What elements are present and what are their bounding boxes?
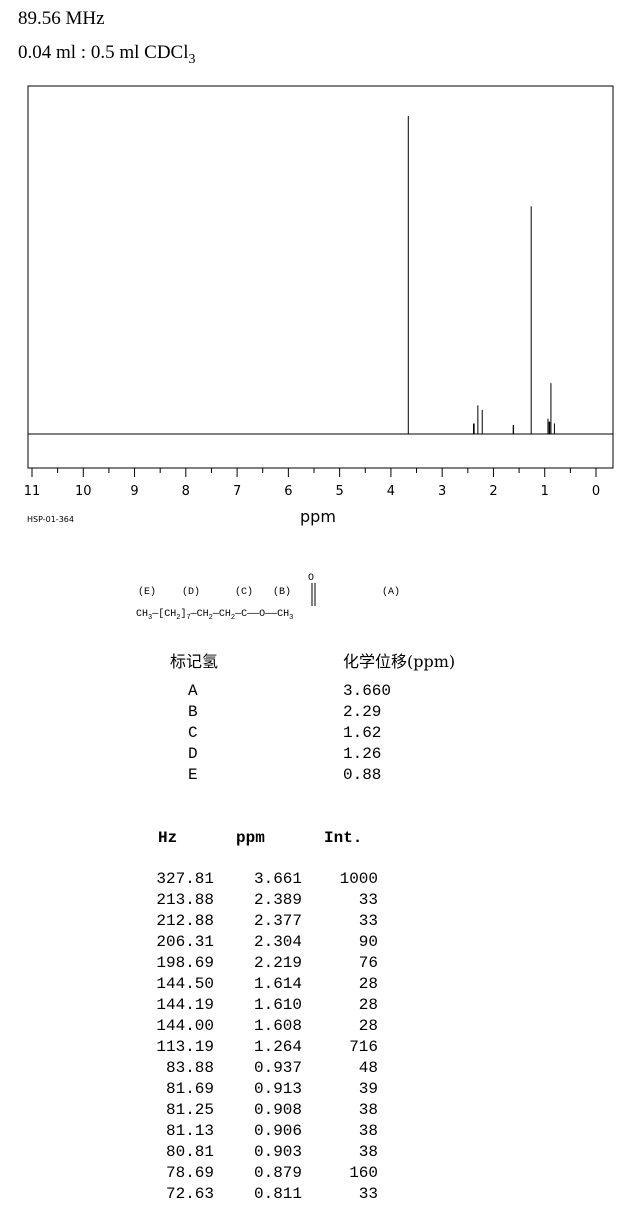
peak-ppm: 1.610 [253,996,302,1014]
spectrum-id: HSP-01-364 [27,515,74,524]
peak-intensity: 48 [358,1059,378,1077]
peak-ppm: 1.608 [253,1017,302,1035]
x-tick-label: 10 [75,484,92,499]
sample-subscript: 3 [188,51,196,67]
x-tick-label: 1 [541,484,549,499]
peak-ppm: 2.377 [253,912,302,930]
assignment-label: A [188,682,198,700]
assignment-shift-header: 化学位移(ppm) [343,652,456,671]
peak-ppm: 0.913 [253,1080,302,1098]
peak-hz: 72.63 [165,1185,214,1203]
x-tick-label: 8 [182,484,190,499]
spectrometer-frequency: 89.56 MHz [18,8,105,29]
peak-ppm: 2.389 [253,891,302,909]
peak-ppm: 0.811 [253,1185,302,1203]
peak-hz: 198.69 [156,954,214,972]
peak-intensity: 33 [358,1185,378,1203]
nmr-spectrum-chart: 11 10 9 8 7 6 5 4 3 2 1 0 [24,85,614,499]
assignment-label: C [188,724,198,742]
peak-ppm: 0.903 [253,1143,302,1161]
peak-hz: 80.81 [165,1143,214,1161]
peak-marks [407,116,555,434]
peak-ppm: 1.264 [253,1038,302,1056]
peak-hz: 144.00 [156,1017,214,1035]
peak-hz: 206.31 [156,933,214,951]
x-tick-label: 3 [438,484,446,499]
x-tick-label: 7 [233,484,241,499]
peak-ppm: 1.614 [253,975,302,993]
peak-intensity: 39 [358,1080,378,1098]
peak-hz: 144.19 [156,996,214,1014]
peak-hz: 327.81 [156,870,214,888]
label-e: (E) [138,586,156,598]
x-axis-ticks: 11 10 9 8 7 6 5 4 3 2 1 0 [24,468,600,499]
carbonyl-oxygen: O [308,573,314,584]
plot-frame [27,85,614,469]
assignment-label-header: 标记氢 [170,652,219,671]
label-b: (B) [273,586,291,598]
peak-intensity: 33 [358,891,378,909]
peak-hz: 83.88 [165,1059,214,1077]
header-ppm: ppm [236,829,265,847]
x-tick-label: 4 [387,484,395,499]
label-c: (C) [235,586,253,598]
peak-intensity: 716 [349,1038,378,1056]
sample-text: 0.04 ml : 0.5 ml CDCl [18,42,189,63]
peak-intensity: 33 [358,912,378,930]
peak-intensity: 90 [358,933,378,951]
x-tick-label: 5 [335,484,343,499]
structure-formula-left: CH3—[CH2]7—CH2—CH2—C——O——CH3 [136,608,293,622]
peak-intensity: 28 [358,996,378,1014]
assignment-shift: 1.26 [343,745,382,763]
peak-hz: 78.69 [165,1164,214,1182]
molecular-structure: (E) (D) (C) (B) (A) O CH3—[CH2]7—CH2—CH2… [136,573,400,622]
peak-intensity: 28 [358,975,378,993]
sample-description: 0.04 ml : 0.5 ml CDCl3 [18,42,196,68]
peak-hz: 81.25 [165,1101,214,1119]
x-tick-label: 6 [284,484,292,499]
label-a: (A) [382,586,400,598]
peak-intensity: 38 [358,1143,378,1161]
peak-hz: 144.50 [156,975,214,993]
peak-intensity: 160 [349,1164,378,1182]
peak-ppm: 3.661 [253,870,302,888]
assignment-label: B [188,703,198,721]
peak-ppm: 0.908 [253,1101,302,1119]
assignment-shift: 3.660 [343,682,392,700]
peak-intensity: 28 [358,1017,378,1035]
x-axis-label: ppm [300,507,336,526]
assignment-shift: 0.88 [343,766,382,784]
x-tick-label: 0 [592,484,600,499]
peak-intensity: 1000 [339,870,378,888]
header-int: Int. [324,829,363,847]
peak-intensity: 38 [358,1122,378,1140]
peak-hz: 81.69 [165,1080,214,1098]
peak-hz: 113.19 [156,1038,214,1056]
peak-ppm: 0.906 [253,1122,302,1140]
peak-intensity: 76 [358,954,378,972]
x-tick-label: 11 [24,484,41,499]
peak-ppm: 0.937 [253,1059,302,1077]
label-d: (D) [182,586,200,598]
header-hz: Hz [158,829,178,847]
peak-hz: 213.88 [156,891,214,909]
peak-ppm: 0.879 [253,1164,302,1182]
assignment-shift: 1.62 [343,724,382,742]
peak-hz: 81.13 [165,1122,214,1140]
assignment-label: E [188,766,198,784]
assignment-shift: 2.29 [343,703,382,721]
peak-intensity: 38 [358,1101,378,1119]
assignment-label: D [188,745,198,763]
peak-hz: 212.88 [156,912,214,930]
x-tick-label: 9 [130,484,138,499]
x-tick-label: 2 [489,484,497,499]
peak-ppm: 2.304 [253,933,302,951]
peak-ppm: 2.219 [253,954,302,972]
